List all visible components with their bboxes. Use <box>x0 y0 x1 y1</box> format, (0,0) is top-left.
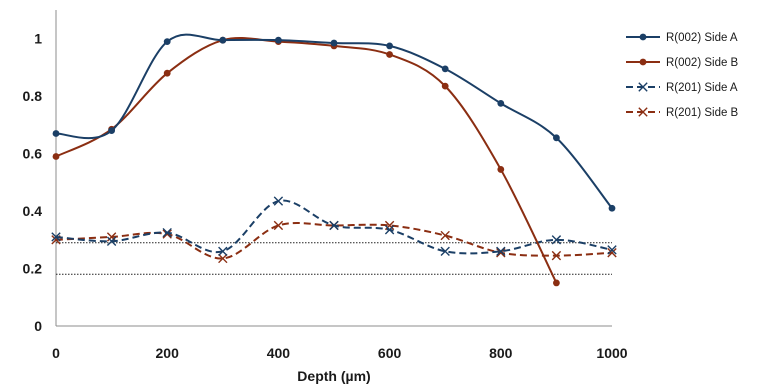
data-point <box>639 58 647 66</box>
x-tick-label: 800 <box>489 345 513 361</box>
data-point <box>638 107 648 117</box>
series-line <box>55 33 613 209</box>
x-axis-title: Depth (µm) <box>297 368 370 384</box>
data-point <box>218 253 228 264</box>
data-point <box>497 166 505 173</box>
data-point <box>52 153 60 160</box>
data-point <box>275 36 282 44</box>
legend-item: R(002) Side A <box>626 32 738 44</box>
y-tick-label: 0.2 <box>23 261 43 277</box>
legend-label: R(201) Side B <box>666 107 739 119</box>
data-point <box>639 33 647 41</box>
data-point <box>497 99 505 107</box>
data-point <box>163 69 171 77</box>
data-point <box>607 248 617 258</box>
legend-item: R(201) Side A <box>626 82 738 94</box>
data-point <box>162 227 172 238</box>
data-point <box>553 279 560 287</box>
data-point <box>386 51 393 58</box>
data-point <box>551 250 562 261</box>
data-point <box>440 230 450 241</box>
legend-label: R(201) Side A <box>666 82 738 94</box>
legend-item: R(201) Side B <box>626 107 739 119</box>
x-tick-label: 1000 <box>596 345 627 361</box>
series-r-002-side-a <box>52 33 616 212</box>
legend-label: R(002) Side B <box>666 57 739 69</box>
data-point <box>496 248 506 258</box>
legend-label: R(002) Side A <box>666 32 738 44</box>
y-tick-label: 0 <box>34 318 42 334</box>
data-point <box>441 82 449 90</box>
data-point <box>608 204 616 212</box>
data-point <box>52 130 60 137</box>
series-line <box>55 37 558 284</box>
data-point <box>638 82 648 92</box>
data-point <box>219 36 227 44</box>
y-tick-label: 0.6 <box>23 146 43 162</box>
reference-lines <box>56 242 612 275</box>
legend: R(002) Side A R(002) Side B R(201) Side A R… <box>626 32 739 119</box>
x-tick-labels: 0 200 400 600 800 1000 <box>52 345 628 361</box>
x-tick-label: 200 <box>156 345 180 361</box>
data-point <box>440 246 450 257</box>
data-point <box>106 232 117 242</box>
axes <box>55 10 612 327</box>
data-point <box>108 127 115 135</box>
series-r-201-side-a <box>51 196 617 257</box>
data-point <box>441 65 449 73</box>
y-tick-label: 0.4 <box>23 203 43 219</box>
series-r-002-side-b <box>52 36 560 287</box>
data-point <box>330 39 338 47</box>
legend-item: R(002) Side B <box>626 57 739 69</box>
data-point <box>386 42 393 50</box>
data-point <box>553 134 560 142</box>
data-point <box>162 229 172 239</box>
y-tick-label: 1 <box>34 31 42 47</box>
data-point <box>163 38 171 45</box>
data-point <box>51 232 61 242</box>
data-point <box>384 225 395 235</box>
x-tick-label: 600 <box>378 345 402 361</box>
data-point <box>607 245 617 255</box>
series-r-201-side-b <box>51 220 617 264</box>
x-tick-label: 400 <box>267 345 291 361</box>
y-tick-labels: 0 0.2 0.4 0.6 0.8 1 <box>23 31 43 334</box>
data-point <box>384 220 395 231</box>
series-line <box>55 222 613 260</box>
data-point <box>273 196 284 206</box>
x-tick-label: 0 <box>52 345 60 361</box>
data-point <box>551 235 562 245</box>
data-point <box>496 246 506 257</box>
data-point <box>329 220 339 231</box>
data-point <box>273 220 284 231</box>
series-layer <box>51 33 617 287</box>
data-point <box>218 246 228 257</box>
y-tick-label: 0.8 <box>23 88 43 104</box>
series-line <box>55 199 613 255</box>
data-point <box>106 236 117 246</box>
